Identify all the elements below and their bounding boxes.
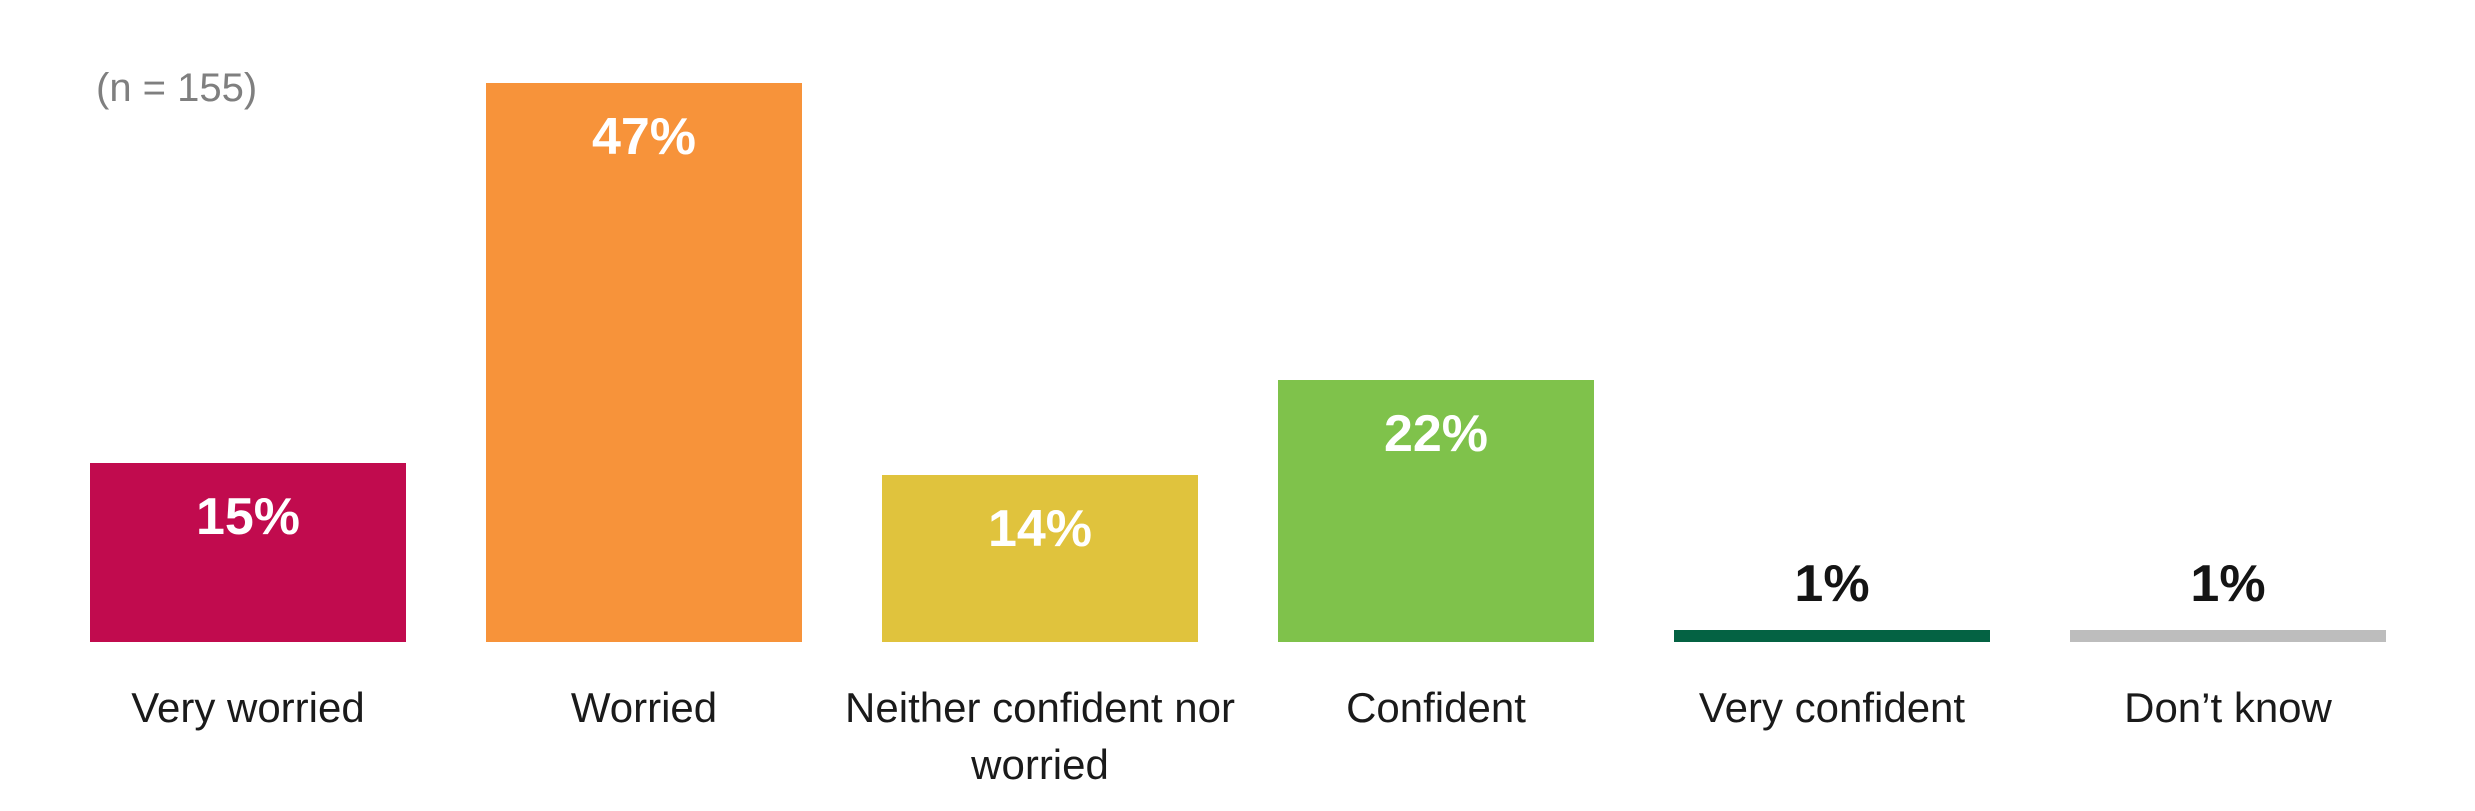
bar-worried bbox=[486, 83, 802, 642]
value-label-worried: 47% bbox=[591, 108, 697, 166]
bar-very-worried bbox=[90, 463, 406, 642]
value-label-neither-confident-nor-worried: 14% bbox=[987, 500, 1093, 558]
value-label-very-worried: 15% bbox=[195, 488, 301, 546]
bar-confident bbox=[1278, 380, 1594, 642]
value-label-very-confident: 1% bbox=[1794, 555, 1870, 613]
category-label-neither-confident-nor-worried: Neither confident nor worried bbox=[845, 684, 1235, 788]
value-label-don-t-know: 1% bbox=[2190, 555, 2266, 613]
category-label-don-t-know: Don’t know bbox=[2124, 684, 2332, 731]
bar-neither-confident-nor-worried bbox=[882, 475, 1198, 642]
category-label-very-confident: Very confident bbox=[1698, 684, 1966, 731]
value-label-confident: 22% bbox=[1383, 405, 1489, 463]
bar-don-t-know bbox=[2070, 630, 2386, 642]
category-label-confident: Confident bbox=[1346, 684, 1526, 731]
sample-size-note: (n = 155) bbox=[96, 66, 258, 110]
category-label-very-worried: Very worried bbox=[131, 684, 365, 731]
category-label-worried: Worried bbox=[570, 684, 718, 731]
bar-very-confident bbox=[1674, 630, 1990, 642]
